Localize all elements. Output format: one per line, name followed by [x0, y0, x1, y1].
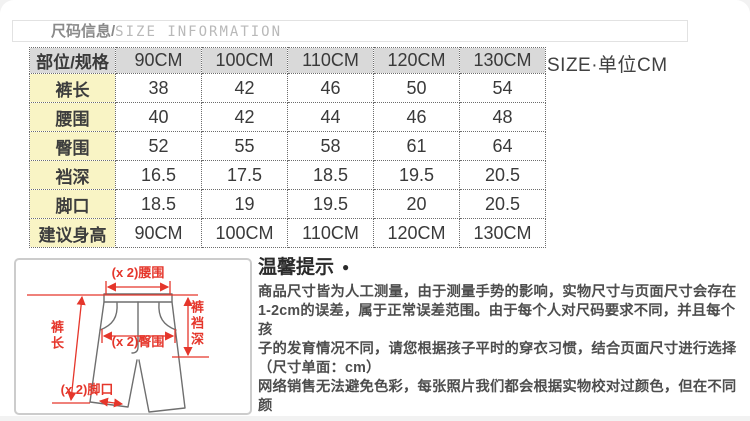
measure-label-cell: 裆深 [29, 160, 116, 190]
measurement-diagram: (x 2)腰围 (x 2)臀围 (x 2)脚口 裤长 裤裆深 [14, 258, 252, 415]
table-row: 脚口 18.5 19 19.5 20 20.5 [29, 189, 546, 219]
hem-dimension-label: (x 2)脚口 [60, 382, 114, 397]
table-header-row: 部位/规格 90CM 100CM 110CM 120CM 130CM [29, 47, 546, 74]
measure-label-cell: 建议身高 [29, 218, 116, 248]
section-title-zh: 尺码信息/ [51, 23, 116, 40]
measure-value-cell: 50 [373, 73, 460, 103]
table-row: 建议身高 90CM 100CM 110CM 120CM 130CM [29, 218, 546, 248]
size-header-cell: 110CM [287, 47, 374, 74]
table-row: 裤长 38 42 46 50 54 [29, 73, 546, 103]
measure-value-cell: 20.5 [459, 160, 546, 190]
measure-value-cell: 52 [115, 131, 202, 161]
measure-value-cell: 61 [373, 131, 460, 161]
hip-dimension-label: (x 2)臀围 [111, 334, 165, 349]
measure-value-cell: 40 [115, 102, 202, 132]
measure-value-cell: 19.5 [287, 189, 374, 219]
measure-value-cell: 120CM [373, 218, 460, 248]
tips-paragraph-size: 商品尺寸皆为人工测量，由于测量手势的影响，实物尺寸与页面尺寸会存在 1-2cm的… [258, 284, 737, 376]
size-header-cell: 90CM [115, 47, 202, 74]
measure-value-cell: 46 [373, 102, 460, 132]
tips-paragraph-color: 网络销售无法避免色彩，每张照片我们都会根据实物校对过颜色，但在不同颜 色的灯光下… [258, 379, 740, 421]
pants-diagram-drawing [27, 281, 209, 413]
measure-value-cell: 42 [201, 102, 288, 132]
size-header-cell: 120CM [373, 47, 460, 74]
table-row: 臀围 52 55 58 61 64 [29, 131, 546, 161]
measure-value-cell: 38 [115, 73, 202, 103]
measure-value-cell: 16.5 [115, 160, 202, 190]
measure-value-cell: 55 [201, 131, 288, 161]
size-header-cell: 130CM [459, 47, 546, 74]
measure-value-cell: 100CM [201, 218, 288, 248]
tips-title: 温馨提示 ● [258, 256, 748, 279]
size-unit-note: SIZE·单位CM [547, 55, 668, 76]
bottom-divider [0, 416, 750, 421]
measure-value-cell: 64 [459, 131, 546, 161]
measure-value-cell: 20.5 [459, 189, 546, 219]
table-row: 裆深 16.5 17.5 18.5 19.5 20.5 [29, 160, 546, 190]
tips-section: 温馨提示 ● 商品尺寸皆为人工测量，由于测量手势的影响，实物尺寸与页面尺寸会存在 … [258, 256, 748, 421]
measure-label-cell: 腰围 [29, 102, 116, 132]
measure-label-cell: 臀围 [29, 131, 116, 161]
waist-dimension-label: (x 2)腰围 [111, 265, 165, 280]
measure-value-cell: 19 [201, 189, 288, 219]
spec-header-cell: 部位/规格 [29, 47, 116, 74]
measure-value-cell: 130CM [459, 218, 546, 248]
section-header-bar: 尺码信息/SIZE INFORMATION [12, 20, 688, 42]
measure-value-cell: 54 [459, 73, 546, 103]
tips-title-text: 温馨提示 [258, 257, 335, 278]
bullet-icon: ● [342, 260, 350, 274]
measure-value-cell: 42 [201, 73, 288, 103]
size-table: 部位/规格 90CM 100CM 110CM 120CM 130CM 裤长 38… [29, 47, 546, 248]
crotch-depth-dimension-label: 裤裆深 [189, 300, 204, 348]
measure-value-cell: 20 [373, 189, 460, 219]
measure-label-cell: 脚口 [29, 189, 116, 219]
section-title-en: SIZE INFORMATION [115, 24, 283, 40]
measure-value-cell: 48 [459, 102, 546, 132]
table-row: 腰围 40 42 44 46 48 [29, 102, 546, 132]
measure-value-cell: 18.5 [115, 189, 202, 219]
measure-value-cell: 19.5 [373, 160, 460, 190]
measure-value-cell: 110CM [287, 218, 374, 248]
measure-value-cell: 18.5 [287, 160, 374, 190]
measure-label-cell: 裤长 [29, 73, 116, 103]
measure-value-cell: 46 [287, 73, 374, 103]
measure-value-cell: 44 [287, 102, 374, 132]
measure-value-cell: 58 [287, 131, 374, 161]
length-dimension-label: 裤长 [49, 320, 64, 352]
measure-value-cell: 90CM [115, 218, 202, 248]
size-header-cell: 100CM [201, 47, 288, 74]
measure-value-cell: 17.5 [201, 160, 288, 190]
